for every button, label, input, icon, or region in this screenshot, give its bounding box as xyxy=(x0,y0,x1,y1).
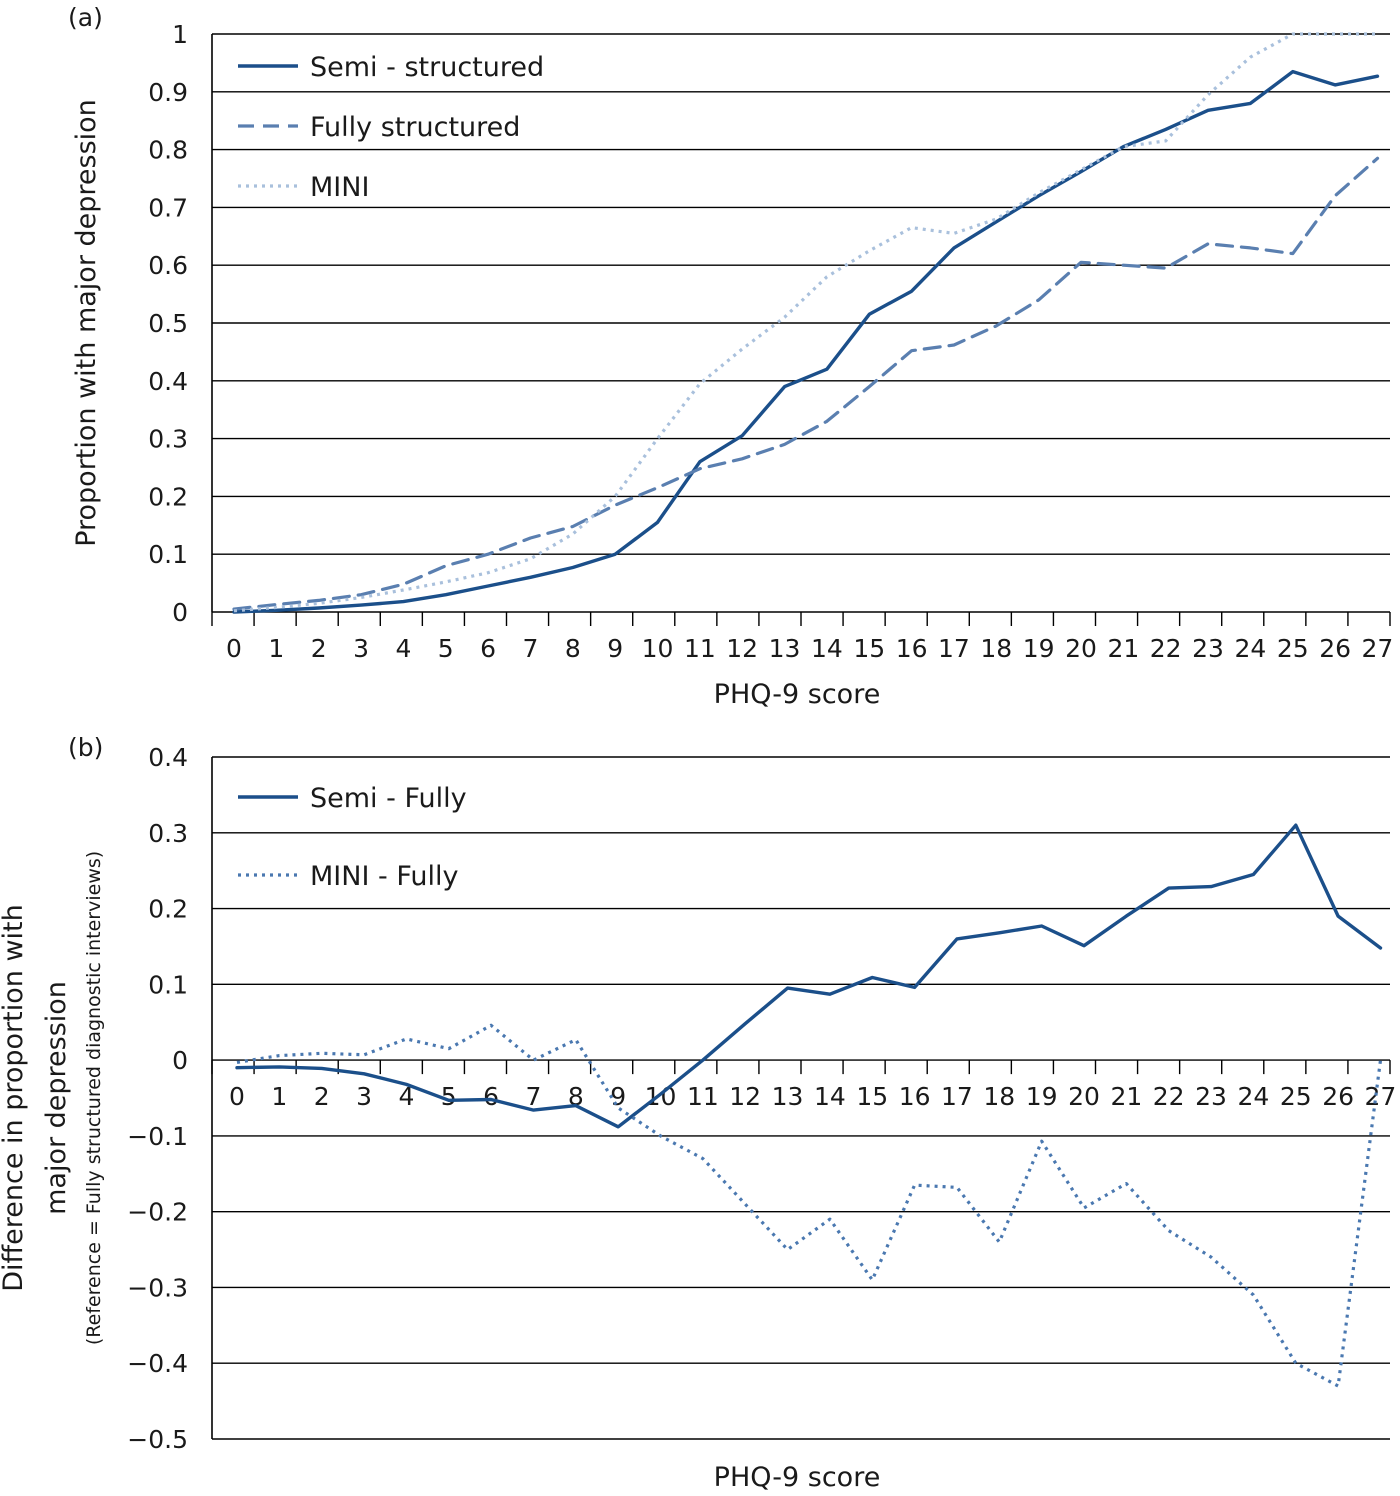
y-axis-title-line1: Difference in proportion with xyxy=(0,904,29,1291)
x-tick-label: 26 xyxy=(1322,1082,1354,1111)
x-tick-label: 20 xyxy=(1065,634,1097,663)
x-tick-label: 14 xyxy=(811,634,843,663)
x-axis-title: PHQ-9 score xyxy=(714,679,881,710)
x-tick-label: 11 xyxy=(684,634,716,663)
y-tick-label: 0.6 xyxy=(148,251,188,280)
x-tick-label: 13 xyxy=(772,1082,804,1111)
y-tick-label: 0.4 xyxy=(148,743,188,772)
x-tick-label: 26 xyxy=(1319,634,1351,663)
x-tick-label: 8 xyxy=(568,1082,584,1111)
y-tick-label: −0.1 xyxy=(127,1122,188,1151)
legend-label: MINI - Fully xyxy=(310,861,458,892)
y-tick-label: −0.3 xyxy=(127,1273,188,1302)
x-tick-label: 25 xyxy=(1280,1082,1312,1111)
x-tick-label: 22 xyxy=(1150,634,1182,663)
y-tick-label: 0.3 xyxy=(148,425,188,454)
x-tick-label: 5 xyxy=(441,1082,457,1111)
x-tick-label: 6 xyxy=(483,1082,499,1111)
legend-label: Fully structured xyxy=(310,112,520,143)
x-tick-label: 27 xyxy=(1362,634,1394,663)
x-tick-label: 21 xyxy=(1107,634,1139,663)
legend-label: MINI xyxy=(310,172,369,203)
y-tick-label: 0 xyxy=(172,598,188,627)
series-line-semi-fully xyxy=(235,823,1383,1129)
panel-label: (a) xyxy=(68,3,103,32)
x-tick-label: 4 xyxy=(398,1082,414,1111)
x-tick-label: 5 xyxy=(438,634,454,663)
x-tick-label: 27 xyxy=(1365,1082,1397,1111)
series-line-mini-fully xyxy=(236,1023,1383,1388)
series-line-mini xyxy=(233,32,1378,613)
x-tick-label: 25 xyxy=(1277,634,1309,663)
y-tick-label: 0.1 xyxy=(148,970,188,999)
panel-a-chart: 00.10.20.30.40.50.60.70.80.910 1 2 3 4 5 6 7 8 9 1… xyxy=(68,3,1393,710)
x-tick-label: 7 xyxy=(522,634,538,663)
x-tick-label: 1 xyxy=(271,1082,287,1111)
x-tick-label: 21 xyxy=(1110,1082,1142,1111)
y-tick-label: 0.1 xyxy=(148,540,188,569)
x-tick-label: 10 xyxy=(642,634,674,663)
x-tick-label: 13 xyxy=(769,634,801,663)
x-tick-label: 16 xyxy=(896,634,928,663)
y-tick-label: 0.8 xyxy=(148,136,188,165)
x-tick-label: 22 xyxy=(1153,1082,1185,1111)
y-tick-label: −0.4 xyxy=(127,1349,188,1378)
y-tick-label: −0.5 xyxy=(127,1425,188,1454)
y-tick-label: 0.3 xyxy=(148,819,188,848)
x-tick-label: 14 xyxy=(814,1082,846,1111)
x-tick-label: 12 xyxy=(726,634,758,663)
y-axis-subtitle: (Reference = Fully structured diagnostic… xyxy=(83,851,105,1345)
y-tick-label: 0.9 xyxy=(148,78,188,107)
x-tick-label: 17 xyxy=(941,1082,973,1111)
series-line-semi-structured xyxy=(232,69,1380,614)
y-tick-label: 0.2 xyxy=(148,895,188,924)
y-tick-label: 0.7 xyxy=(148,193,188,222)
y-tick-label: 0 xyxy=(172,1046,188,1075)
x-tick-label: 6 xyxy=(480,634,496,663)
x-tick-label: 18 xyxy=(980,634,1012,663)
x-tick-label: 0 xyxy=(229,1082,245,1111)
legend-label: Semi - Fully xyxy=(310,783,467,814)
x-tick-label: 15 xyxy=(856,1082,888,1111)
panel-label: (b) xyxy=(68,733,103,762)
x-tick-label: 20 xyxy=(1068,1082,1100,1111)
x-tick-label: 19 xyxy=(1026,1082,1058,1111)
x-tick-label: 17 xyxy=(938,634,970,663)
x-axis-title: PHQ-9 score xyxy=(714,1462,881,1493)
y-tick-label: 1 xyxy=(172,20,188,49)
x-tick-label: 0 xyxy=(226,634,242,663)
x-tick-label: 19 xyxy=(1023,634,1055,663)
x-tick-label: 8 xyxy=(565,634,581,663)
x-tick-label: 7 xyxy=(525,1082,541,1111)
x-tick-label: 2 xyxy=(311,634,327,663)
legend-label: Semi - structured xyxy=(310,52,544,83)
panel-b-chart: −0.5−0.4−0.3−0.2−0.100.10.20.30.40 1 2 3 4 5 6… xyxy=(0,733,1396,1493)
x-tick-label: 11 xyxy=(687,1082,719,1111)
x-tick-label: 24 xyxy=(1234,634,1266,663)
y-tick-label: 0.4 xyxy=(148,367,188,396)
y-tick-label: 0.5 xyxy=(148,309,188,338)
x-tick-label: 15 xyxy=(853,634,885,663)
x-tick-label: 9 xyxy=(607,634,623,663)
series-line-fully-structured xyxy=(232,156,1380,611)
x-tick-label: 3 xyxy=(353,634,369,663)
x-tick-label: 3 xyxy=(356,1082,372,1111)
y-tick-label: 0.2 xyxy=(148,482,188,511)
x-tick-label: 12 xyxy=(729,1082,761,1111)
x-tick-label: 23 xyxy=(1195,1082,1227,1111)
y-axis-title-line2: major depression xyxy=(41,981,72,1215)
x-tick-label: 24 xyxy=(1237,1082,1269,1111)
x-tick-label: 1 xyxy=(268,634,284,663)
x-tick-label: 23 xyxy=(1192,634,1224,663)
y-tick-label: −0.2 xyxy=(127,1198,188,1227)
x-tick-label: 18 xyxy=(983,1082,1015,1111)
x-tick-label: 4 xyxy=(395,634,411,663)
x-tick-label: 16 xyxy=(899,1082,931,1111)
x-tick-label: 2 xyxy=(314,1082,330,1111)
y-axis-title: Proportion with major depression xyxy=(71,99,102,547)
